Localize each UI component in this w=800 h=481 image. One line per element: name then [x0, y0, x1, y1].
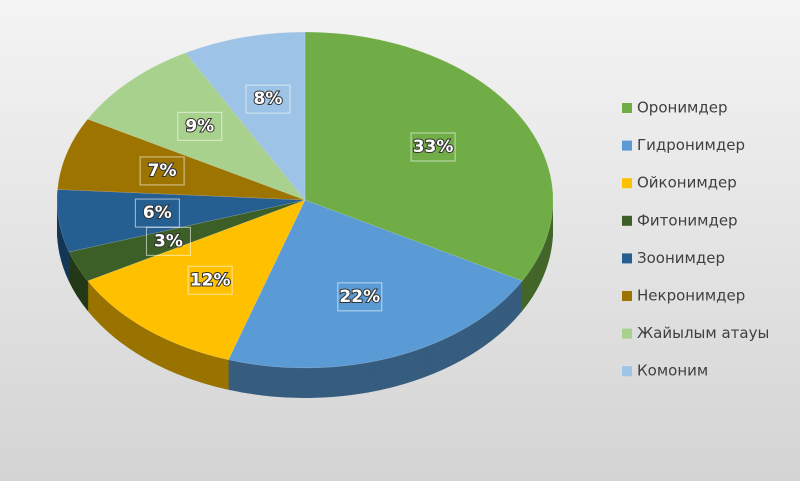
legend: Оронимдер Гидронимдер Ойконимдер Фитонимдер…	[622, 99, 769, 380]
legend-swatch	[622, 103, 632, 113]
slice	[87, 52, 306, 201]
pie: 33% 22% 12% 3% 6% 7% 9% 8%	[56, 31, 554, 398]
legend-swatch	[622, 253, 632, 264]
legend-swatch	[622, 140, 632, 151]
slice	[56, 189, 306, 253]
legend-swatch	[622, 215, 632, 226]
label-box	[337, 282, 383, 312]
data-label: 9%	[185, 116, 214, 136]
data-label: 22%	[339, 287, 380, 307]
legend-swatch	[622, 328, 632, 339]
legend-label: Оронимдер	[637, 99, 728, 117]
label-box	[245, 84, 291, 114]
slice	[68, 199, 306, 282]
data-label: 12%	[190, 270, 231, 290]
legend-swatch	[622, 178, 632, 189]
legend-label: Некронимдер	[637, 287, 745, 305]
data-label: 6%	[143, 203, 172, 223]
data-label: 7%	[148, 161, 177, 181]
slice	[304, 31, 554, 282]
label-box	[410, 132, 456, 162]
slice	[57, 118, 306, 201]
legend-label: Фитонимдер	[637, 211, 738, 229]
data-label: 3%	[154, 231, 183, 251]
label-box	[187, 265, 233, 295]
label-box	[134, 198, 180, 228]
data-label: 8%	[254, 89, 283, 109]
data-label: 33%	[413, 137, 454, 157]
legend-swatch	[622, 366, 632, 377]
label-box	[177, 111, 223, 141]
legend-label: Ойконимдер	[637, 174, 737, 192]
legend-swatch	[622, 291, 632, 301]
slice	[185, 31, 306, 201]
slice	[87, 199, 306, 361]
legend-label: Гидронимдер	[637, 136, 745, 154]
slice	[228, 199, 523, 369]
legend-label: Комоним	[637, 362, 708, 380]
label-box	[139, 156, 185, 186]
legend-label: Зоонимдер	[637, 249, 725, 267]
legend-label: Жайылым атауы	[637, 324, 769, 342]
